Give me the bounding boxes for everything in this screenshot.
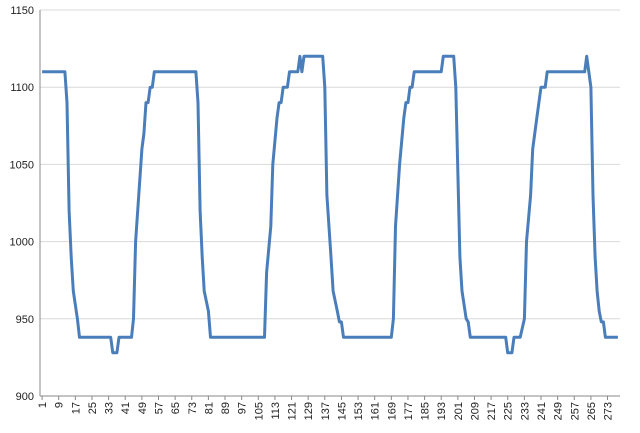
x-tick-label: 9 bbox=[54, 402, 66, 408]
x-tick-label: 137 bbox=[320, 402, 332, 420]
x-tick-label: 241 bbox=[536, 402, 548, 420]
x-tick-label: 25 bbox=[87, 402, 99, 414]
x-tick-label: 265 bbox=[586, 402, 598, 420]
x-tick-label: 145 bbox=[336, 402, 348, 420]
x-tick-label: 97 bbox=[237, 402, 249, 414]
y-tick-label: 950 bbox=[16, 314, 34, 326]
x-tick-label: 273 bbox=[603, 402, 615, 420]
y-tick-label: 1150 bbox=[10, 5, 34, 17]
y-tick-label: 1100 bbox=[10, 82, 34, 94]
x-tick-label: 161 bbox=[370, 402, 382, 420]
x-tick-label: 113 bbox=[270, 402, 282, 420]
x-tick-label: 201 bbox=[453, 402, 465, 420]
x-tick-label: 17 bbox=[70, 402, 82, 414]
x-tick-label: 153 bbox=[353, 402, 365, 420]
x-tick-label: 49 bbox=[137, 402, 149, 414]
x-tick-label: 257 bbox=[569, 402, 581, 420]
x-tick-label: 225 bbox=[503, 402, 515, 420]
x-tick-label: 41 bbox=[120, 402, 132, 414]
x-tick-label: 129 bbox=[303, 402, 315, 420]
x-tick-label: 185 bbox=[420, 402, 432, 420]
y-tick-label: 1000 bbox=[10, 237, 34, 249]
x-tick-label: 33 bbox=[104, 402, 116, 414]
x-tick-label: 1 bbox=[37, 402, 49, 408]
y-tick-label: 1050 bbox=[10, 159, 34, 171]
x-tick-label: 233 bbox=[519, 402, 531, 420]
x-tick-label: 65 bbox=[170, 402, 182, 414]
x-tick-label: 177 bbox=[403, 402, 415, 420]
x-tick-label: 57 bbox=[153, 402, 165, 414]
x-tick-label: 209 bbox=[469, 402, 481, 420]
x-tick-label: 89 bbox=[220, 402, 232, 414]
x-tick-label: 73 bbox=[187, 402, 199, 414]
x-tick-label: 105 bbox=[253, 402, 265, 420]
x-tick-label: 169 bbox=[386, 402, 398, 420]
y-tick-label: 900 bbox=[16, 391, 34, 403]
line bbox=[42, 54, 618, 355]
x-tick-label: 217 bbox=[486, 402, 498, 420]
x-tick-label: 193 bbox=[436, 402, 448, 420]
x-tick-label: 121 bbox=[287, 402, 299, 420]
x-tick-label: 249 bbox=[553, 402, 565, 420]
x-tick-label: 81 bbox=[203, 402, 215, 414]
